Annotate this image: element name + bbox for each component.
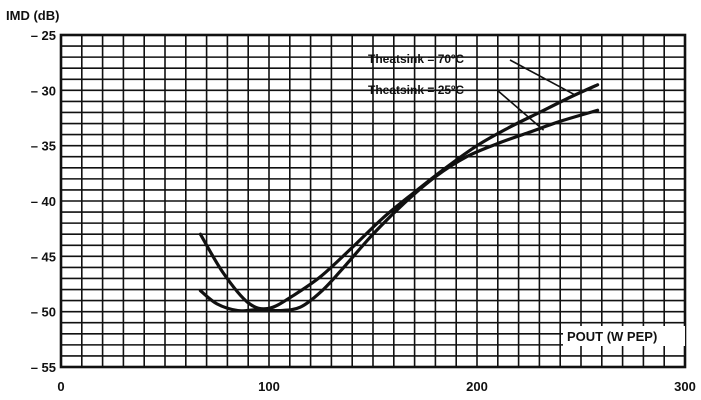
- series-70c-line: [198, 83, 600, 311]
- tick-labels: 0 100 200 300 – 25 – 30 – 35 – 40 – 45 – 50 – 55: [31, 28, 696, 394]
- grid: [61, 35, 685, 367]
- annotation-70c: Theatsink = 70ºC: [368, 52, 464, 66]
- curves: [198, 83, 600, 313]
- y-tick-label: – 50: [31, 305, 56, 320]
- x-tick-label: 100: [258, 379, 280, 394]
- x-axis-label-box: [563, 326, 685, 346]
- y-tick-label: – 35: [31, 139, 56, 154]
- y-axis-label: IMD (dB): [6, 8, 59, 23]
- series-25c-line: [198, 108, 600, 313]
- annotation-leaders: [496, 59, 576, 131]
- x-axis-label: POUT (W PEP): [567, 329, 657, 344]
- leader-25c: [496, 89, 545, 131]
- y-tick-label: – 30: [31, 83, 56, 98]
- plot-frame: [59, 33, 687, 369]
- x-tick-label: 0: [57, 379, 64, 394]
- y-tick-label: – 55: [31, 360, 56, 375]
- leader-70c: [509, 59, 576, 96]
- x-tick-label: 300: [674, 379, 696, 394]
- y-tick-label: – 45: [31, 249, 56, 264]
- y-tick-label: – 40: [31, 194, 56, 209]
- annotation-25c: Theatsink = 25ºC: [368, 83, 464, 97]
- y-tick-label: – 25: [31, 28, 56, 43]
- x-tick-label: 200: [466, 379, 488, 394]
